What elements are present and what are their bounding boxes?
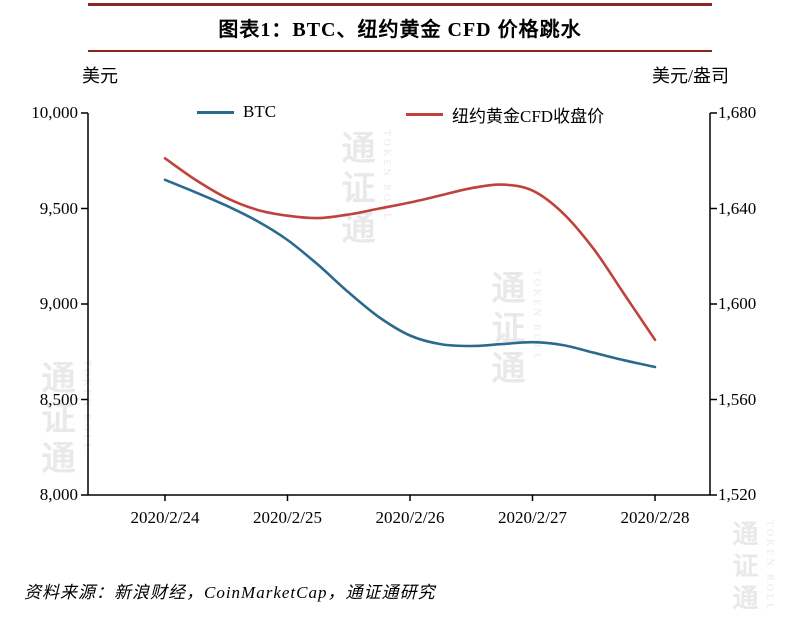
left-axis-tick-label: 8,000 [39,485,78,504]
header-rule-bottom [88,50,712,52]
legend-item-gold: 纽约黄金CFD收盘价 [406,102,604,127]
source-note: 资料来源：新浪财经，CoinMarketCap，通证通研究 [24,583,436,602]
legend-label-gold-cfd: 纽约黄金CFD收盘价 [452,107,605,126]
gold-cfd-line [163,157,657,342]
btc-line-swatch [197,110,234,114]
legend-label-btc: BTC [243,102,277,121]
chart-header: 图表1：BTC、纽约黄金 CFD 价格跳水 [88,3,712,52]
right-axis-unit-label: 美元/盎司 [652,66,730,86]
left-axis-tick-label: 8,500 [39,389,78,409]
left-axis-tick-label: 9,000 [39,294,78,313]
left-axis-tick-label: 10,000 [31,103,78,122]
x-axis-tick-label: 2020/2/24 [130,508,200,527]
x-axis-tick-label: 2020/2/27 [498,508,567,527]
legend-item-btc: BTC [197,102,276,122]
left-axis-unit-label: 美元 [82,66,118,86]
x-axis-tick-label: 2020/2/26 [375,508,445,527]
x-axis-tick-label: 2020/2/25 [253,508,322,527]
gold-cfd-line-swatch [406,113,443,116]
right-axis-tick-label: 1,680 [718,103,757,122]
right-axis-tick-label: 1,560 [718,389,757,409]
x-axis-tick-label: 2020/2/28 [620,508,690,527]
btc-line [163,178,657,369]
right-axis-tick-label: 1,600 [718,294,757,313]
header-rule-top [88,3,712,6]
chart-title: 图表1：BTC、纽约黄金 CFD 价格跳水 [218,19,582,41]
left-axis-tick-label: 9,500 [39,198,78,218]
right-axis-tick-label: 1,640 [718,198,757,218]
right-axis-tick-label: 1,520 [718,485,757,504]
